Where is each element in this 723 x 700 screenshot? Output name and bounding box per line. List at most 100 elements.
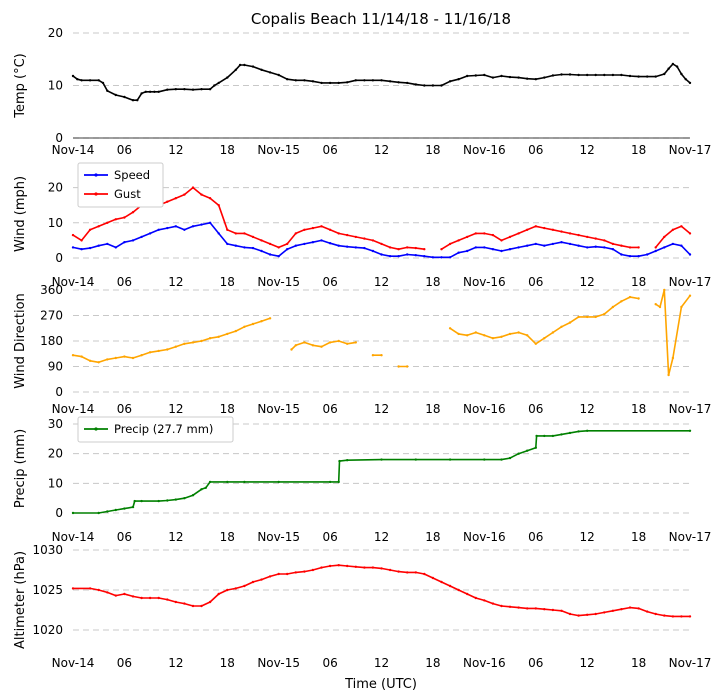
data-point xyxy=(637,297,640,300)
data-point xyxy=(611,305,615,309)
data-point xyxy=(586,73,589,77)
data-point xyxy=(483,458,486,461)
data-point xyxy=(114,246,118,249)
data-point xyxy=(371,249,375,253)
data-point xyxy=(508,75,512,79)
data-point xyxy=(500,604,503,608)
x-tick-label: 18 xyxy=(220,402,235,416)
data-point xyxy=(71,74,75,78)
data-point xyxy=(268,71,272,74)
data-point xyxy=(286,78,289,81)
data-point xyxy=(97,225,100,228)
y-tick-label: 20 xyxy=(48,181,63,195)
data-point xyxy=(88,228,92,231)
data-point xyxy=(543,337,546,340)
data-point xyxy=(337,232,340,235)
data-point xyxy=(234,329,237,333)
data-point xyxy=(483,599,486,602)
data-point xyxy=(448,584,452,588)
data-point xyxy=(217,81,220,85)
data-point xyxy=(500,458,503,461)
data-point xyxy=(346,459,349,462)
data-point xyxy=(346,342,349,345)
data-point xyxy=(517,452,520,455)
data-point xyxy=(406,571,409,574)
data-point xyxy=(483,246,486,249)
x-tick-label: Nov-16 xyxy=(463,402,506,416)
data-point xyxy=(338,459,341,463)
data-point xyxy=(88,359,92,362)
data-point xyxy=(474,74,477,77)
x-tick-label: 06 xyxy=(117,530,132,544)
data-point xyxy=(603,73,606,77)
data-point xyxy=(354,565,357,568)
data-point xyxy=(106,221,109,224)
data-point xyxy=(140,235,143,239)
data-point xyxy=(577,73,580,77)
data-point xyxy=(354,79,357,82)
data-point xyxy=(620,73,623,77)
data-point xyxy=(431,576,435,580)
data-point xyxy=(568,73,572,76)
data-point xyxy=(508,248,512,251)
data-point xyxy=(526,607,529,610)
data-point xyxy=(131,595,135,598)
data-point xyxy=(448,256,452,259)
x-tick-label: 06 xyxy=(117,275,132,289)
data-point xyxy=(551,434,555,438)
data-point xyxy=(474,596,477,600)
data-point xyxy=(457,588,460,592)
x-tick-label: 12 xyxy=(374,530,389,544)
data-point xyxy=(243,63,246,67)
x-tick-label: Nov-17 xyxy=(669,656,712,670)
data-point xyxy=(654,249,657,253)
data-point xyxy=(586,235,589,239)
data-point xyxy=(406,246,409,249)
data-point xyxy=(217,232,220,235)
x-tick-label: 06 xyxy=(528,275,543,289)
data-point xyxy=(594,237,597,240)
data-point xyxy=(611,248,615,251)
data-point xyxy=(526,77,529,80)
data-point xyxy=(260,578,263,581)
x-tick-label: Nov-15 xyxy=(257,275,300,289)
x-tick-label: 12 xyxy=(580,402,595,416)
data-point xyxy=(114,594,118,597)
data-point xyxy=(71,587,75,590)
data-point xyxy=(294,79,297,82)
data-point xyxy=(217,335,220,338)
data-point xyxy=(628,246,632,249)
data-point xyxy=(174,498,177,501)
data-point xyxy=(106,89,109,93)
data-point xyxy=(320,566,323,569)
data-point xyxy=(611,73,615,77)
data-point xyxy=(491,233,495,237)
data-point xyxy=(286,572,289,576)
data-point xyxy=(260,320,263,323)
data-point xyxy=(474,331,477,334)
data-point xyxy=(277,73,280,77)
x-tick-label: Nov-14 xyxy=(52,275,95,289)
data-point xyxy=(311,241,315,244)
data-point xyxy=(226,228,229,231)
x-tick-label: Nov-15 xyxy=(257,402,300,416)
x-tick-label: 12 xyxy=(374,402,389,416)
data-point xyxy=(328,81,332,85)
data-point xyxy=(251,235,255,239)
data-point xyxy=(551,242,555,246)
x-tick-label: 12 xyxy=(374,275,389,289)
data-point xyxy=(243,584,246,588)
data-point xyxy=(320,239,323,242)
data-point xyxy=(637,75,640,78)
data-point xyxy=(688,81,692,85)
data-point xyxy=(654,303,657,306)
data-point xyxy=(88,79,92,82)
data-point xyxy=(328,242,332,245)
data-point xyxy=(543,244,546,247)
legend-label: Precip (27.7 mm) xyxy=(114,422,213,436)
data-point xyxy=(174,345,177,348)
data-point xyxy=(200,193,203,196)
data-point xyxy=(671,242,675,246)
data-point xyxy=(526,449,529,452)
